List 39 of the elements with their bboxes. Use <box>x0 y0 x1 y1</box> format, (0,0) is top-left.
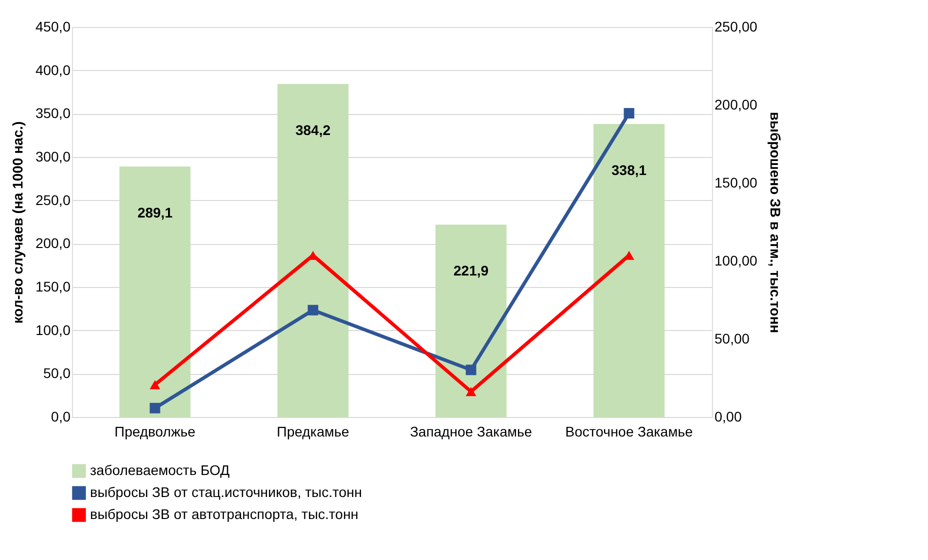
point <box>466 364 476 376</box>
point <box>150 402 160 414</box>
y-tick-label: 450,0 <box>35 18 71 34</box>
y2-tick-label: 50,00 <box>714 330 750 346</box>
x-tick-label: Предкамье <box>276 424 350 440</box>
point <box>466 387 476 396</box>
data-label: 289,1 <box>137 204 173 220</box>
y-tick-label: 0,0 <box>51 408 71 424</box>
data-label: 221,9 <box>453 262 489 279</box>
bar <box>277 84 349 417</box>
y-tick-label: 150,0 <box>35 278 71 294</box>
legend-label: выбросы ЗВ от стац.источников, тыс.тонн <box>90 484 362 500</box>
y2-tick-label: 250,00 <box>714 18 758 34</box>
point <box>150 380 160 390</box>
y-tick-label: 350,0 <box>35 105 71 122</box>
x-tick-label: Предволжье <box>114 424 196 440</box>
y2-tick-label: 100,00 <box>714 252 758 268</box>
y-tick-label: 200,0 <box>35 235 71 252</box>
y-tick-label: 300,0 <box>35 148 71 164</box>
point <box>308 304 318 316</box>
y2-tick-label: 200,00 <box>714 96 758 112</box>
data-label: 338,1 <box>612 162 647 178</box>
y2-axis-title: выброшено ЗВ в атм., тыс.тонн <box>767 112 784 334</box>
x-tick-label: Восточное Закамье <box>565 424 694 440</box>
y-axis-title: кол-во случаев (на 1000 нас.) <box>9 121 26 324</box>
y-tick-label: 100,0 <box>35 322 71 338</box>
bar <box>435 224 507 417</box>
legend-label: заболеваемость БОД <box>90 462 230 478</box>
y2-tick-label: 150,00 <box>714 174 758 190</box>
x-tick-label: Западное Закамье <box>410 424 532 440</box>
legend-label: выбросы ЗВ от автотранспорта, тыс.тонн <box>90 506 358 522</box>
y-tick-label: 250,0 <box>35 192 71 208</box>
y-tick-label: 400,0 <box>35 62 71 78</box>
point <box>624 108 634 119</box>
bar <box>593 124 665 417</box>
bar <box>119 166 191 417</box>
data-label: 384,2 <box>295 122 331 138</box>
y2-tick-label: 0,00 <box>714 408 742 424</box>
y-tick-label: 50,0 <box>43 365 71 382</box>
